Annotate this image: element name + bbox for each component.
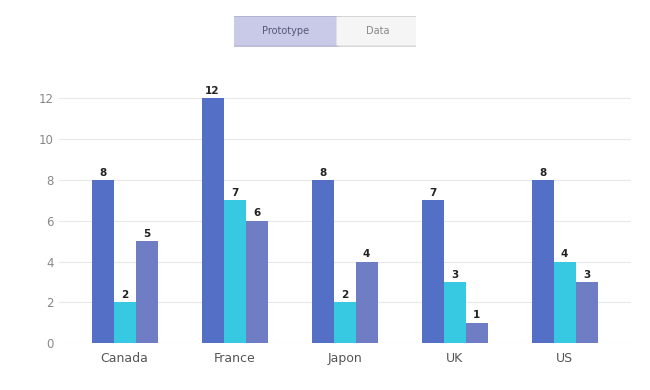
Text: 4: 4 (561, 249, 568, 259)
Text: 6: 6 (253, 208, 260, 218)
Text: 3: 3 (583, 269, 590, 280)
Bar (224, 200, 246, 343)
Bar (554, 262, 575, 343)
Bar (443, 282, 465, 343)
Text: 7: 7 (429, 188, 436, 198)
Bar (135, 241, 157, 343)
Text: 4: 4 (363, 249, 370, 259)
Bar (575, 282, 597, 343)
Text: 8: 8 (99, 168, 106, 177)
Bar (421, 200, 443, 343)
Text: 2: 2 (341, 290, 348, 300)
Bar (246, 221, 268, 343)
Bar (202, 98, 224, 343)
Bar (114, 302, 135, 343)
Bar (333, 302, 356, 343)
Bar (465, 323, 488, 343)
Text: 1: 1 (473, 310, 480, 320)
Text: Prototype: Prototype (263, 26, 309, 35)
Text: 12: 12 (205, 86, 220, 96)
Bar (532, 180, 554, 343)
FancyBboxPatch shape (336, 16, 420, 46)
FancyBboxPatch shape (230, 16, 341, 46)
Text: 2: 2 (121, 290, 128, 300)
Bar (92, 180, 114, 343)
Bar (356, 262, 378, 343)
Text: 8: 8 (539, 168, 546, 177)
Text: 8: 8 (319, 168, 326, 177)
Text: 5: 5 (143, 229, 150, 239)
Text: 3: 3 (451, 269, 458, 280)
Text: 7: 7 (231, 188, 238, 198)
Text: Data: Data (366, 26, 389, 35)
Bar (311, 180, 333, 343)
